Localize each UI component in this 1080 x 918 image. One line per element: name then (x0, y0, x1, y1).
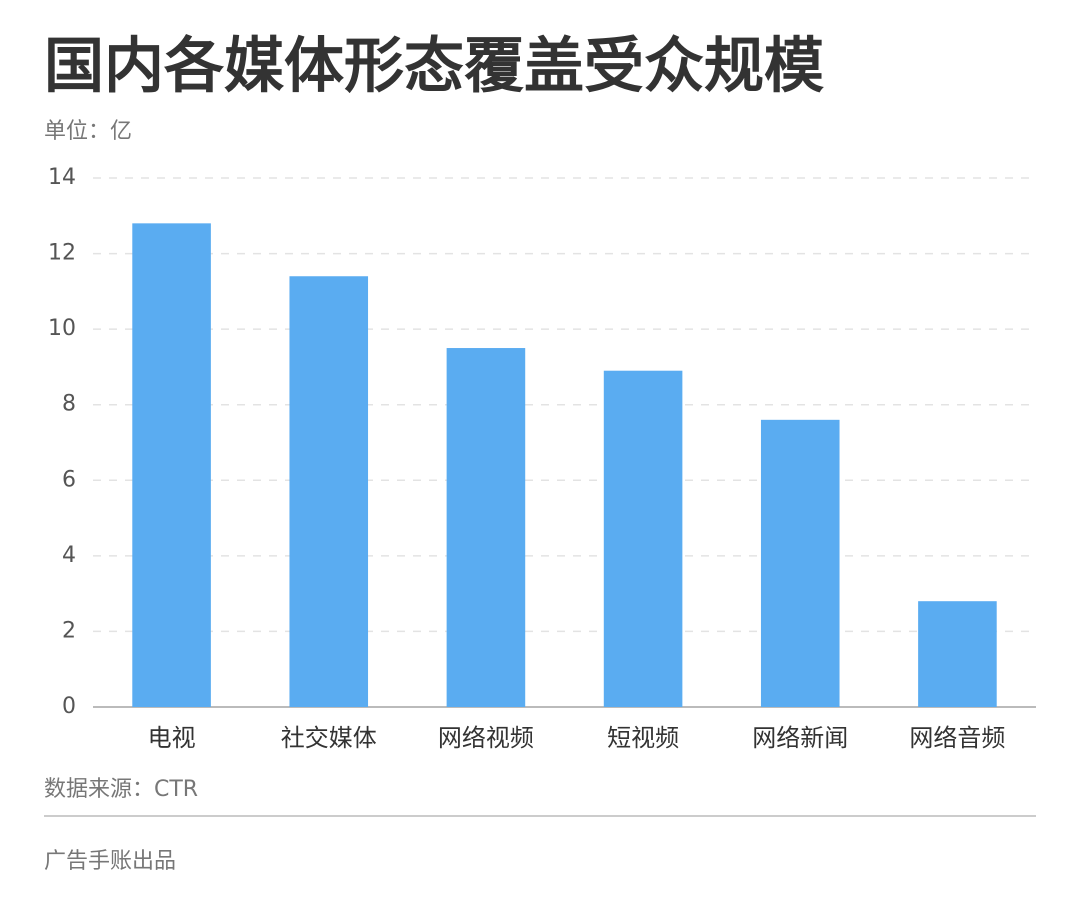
x-tick-label: 社交媒体 (281, 724, 377, 752)
y-tick-label: 14 (48, 165, 76, 190)
x-tick-label: 网络新闻 (752, 724, 848, 752)
y-tick-label: 6 (62, 467, 76, 492)
x-tick-label: 网络视频 (438, 724, 534, 752)
footer: 广告手账出品 (44, 849, 176, 874)
y-tick-label: 4 (62, 543, 76, 568)
y-tick-label: 12 (48, 241, 76, 266)
x-tick-label: 电视 (148, 724, 196, 752)
bar (446, 348, 526, 707)
bar (289, 276, 369, 707)
x-tick-label: 短视频 (607, 724, 679, 752)
chart-subtitle: 单位：亿 (44, 119, 132, 144)
bar (132, 223, 211, 708)
y-tick-label: 0 (62, 694, 76, 719)
x-tick-label: 网络音频 (909, 724, 1005, 752)
y-tick-label: 2 (62, 618, 76, 643)
chart-title: 国内各媒体形态覆盖受众规模 (44, 32, 824, 102)
y-tick-label: 10 (48, 316, 76, 341)
bar (760, 419, 840, 707)
y-tick-label: 8 (62, 392, 76, 417)
source: 数据来源：CTR (44, 777, 198, 802)
bar (603, 370, 683, 707)
bar (918, 601, 997, 707)
